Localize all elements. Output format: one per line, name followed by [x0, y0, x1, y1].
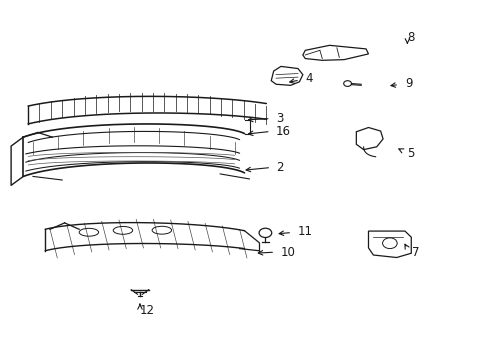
Text: 2: 2	[276, 161, 283, 174]
Text: 4: 4	[305, 72, 312, 85]
Text: 11: 11	[297, 225, 312, 238]
Text: 9: 9	[404, 77, 411, 90]
Text: 16: 16	[276, 125, 290, 138]
Text: 8: 8	[407, 31, 414, 44]
Text: 3: 3	[276, 112, 283, 125]
Text: 12: 12	[140, 303, 155, 316]
Text: 5: 5	[407, 147, 414, 160]
Text: 10: 10	[281, 246, 295, 258]
Text: 7: 7	[411, 246, 419, 258]
